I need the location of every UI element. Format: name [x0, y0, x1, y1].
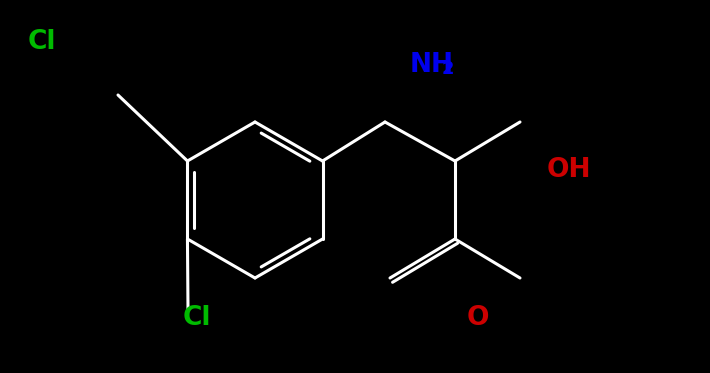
- Text: NH: NH: [410, 52, 454, 78]
- Text: Cl: Cl: [183, 305, 212, 331]
- Text: Cl: Cl: [28, 29, 57, 55]
- Text: OH: OH: [547, 157, 591, 183]
- Text: 2: 2: [442, 60, 454, 78]
- Text: O: O: [466, 305, 489, 331]
